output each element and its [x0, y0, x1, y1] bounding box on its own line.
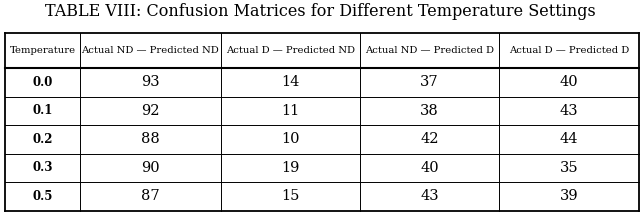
Text: 44: 44 — [560, 132, 579, 146]
Text: 19: 19 — [281, 161, 300, 175]
Text: 0.2: 0.2 — [32, 133, 52, 146]
Text: 92: 92 — [141, 104, 159, 118]
Text: 0.3: 0.3 — [32, 161, 52, 174]
Text: 0.5: 0.5 — [32, 190, 52, 203]
Text: 14: 14 — [281, 75, 300, 89]
Text: 15: 15 — [281, 189, 300, 203]
Text: Actual D — Predicted ND: Actual D — Predicted ND — [226, 46, 355, 55]
Text: Actual ND — Predicted D: Actual ND — Predicted D — [365, 46, 494, 55]
Text: 43: 43 — [560, 104, 579, 118]
Text: 37: 37 — [420, 75, 439, 89]
Text: 87: 87 — [141, 189, 159, 203]
Text: 0.0: 0.0 — [32, 76, 52, 89]
Text: 40: 40 — [420, 161, 439, 175]
Text: 88: 88 — [141, 132, 159, 146]
Text: Actual D — Predicted D: Actual D — Predicted D — [509, 46, 629, 55]
Text: Temperature: Temperature — [10, 46, 76, 55]
Text: 11: 11 — [281, 104, 300, 118]
Text: Actual ND — Predicted ND: Actual ND — Predicted ND — [81, 46, 219, 55]
Text: 0.1: 0.1 — [32, 104, 52, 117]
Text: TABLE VIII: Confusion Matrices for Different Temperature Settings: TABLE VIII: Confusion Matrices for Diffe… — [45, 3, 595, 20]
Text: 93: 93 — [141, 75, 159, 89]
Text: 10: 10 — [281, 132, 300, 146]
Text: 42: 42 — [420, 132, 439, 146]
Text: 35: 35 — [560, 161, 579, 175]
Text: 39: 39 — [560, 189, 579, 203]
Text: 40: 40 — [560, 75, 579, 89]
Text: 90: 90 — [141, 161, 159, 175]
Text: 43: 43 — [420, 189, 439, 203]
Text: 38: 38 — [420, 104, 439, 118]
